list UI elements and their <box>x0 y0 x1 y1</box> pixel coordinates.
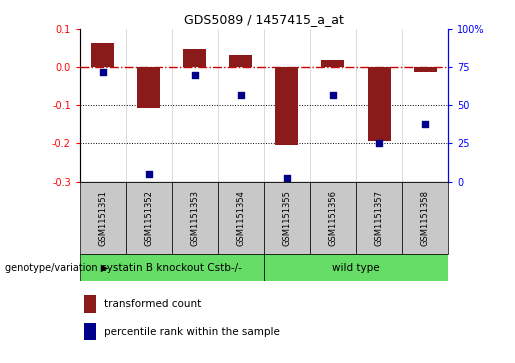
Bar <box>218 182 264 254</box>
Bar <box>183 49 207 67</box>
Bar <box>83 323 96 340</box>
Bar <box>138 67 160 108</box>
Bar <box>402 182 448 254</box>
Point <box>145 171 153 177</box>
Text: GSM1151357: GSM1151357 <box>374 190 384 246</box>
Text: wild type: wild type <box>332 263 380 273</box>
Point <box>283 176 291 182</box>
Bar <box>80 182 126 254</box>
Bar <box>310 182 356 254</box>
Text: GSM1151353: GSM1151353 <box>191 190 199 246</box>
Bar <box>368 67 390 142</box>
Text: GSM1151356: GSM1151356 <box>329 190 337 246</box>
Text: GSM1151354: GSM1151354 <box>236 190 246 246</box>
Bar <box>126 182 172 254</box>
Text: GSM1151351: GSM1151351 <box>98 190 107 246</box>
Point <box>329 92 337 98</box>
Text: cystatin B knockout Cstb-/-: cystatin B knockout Cstb-/- <box>101 263 243 273</box>
Bar <box>276 67 299 145</box>
Text: genotype/variation ▶: genotype/variation ▶ <box>5 263 108 273</box>
Text: GSM1151358: GSM1151358 <box>421 190 430 246</box>
Bar <box>91 43 114 67</box>
Bar <box>229 54 252 67</box>
Point <box>421 121 429 126</box>
Bar <box>321 60 345 67</box>
Bar <box>80 254 264 281</box>
Point <box>191 72 199 78</box>
Text: transformed count: transformed count <box>104 299 201 309</box>
Point <box>375 140 383 146</box>
Point <box>237 92 245 98</box>
Text: GSM1151352: GSM1151352 <box>144 190 153 246</box>
Bar <box>83 295 96 313</box>
Bar <box>264 254 448 281</box>
Bar <box>172 182 218 254</box>
Bar <box>414 67 437 72</box>
Bar <box>356 182 402 254</box>
Text: percentile rank within the sample: percentile rank within the sample <box>104 327 280 337</box>
Point <box>99 69 107 75</box>
Title: GDS5089 / 1457415_a_at: GDS5089 / 1457415_a_at <box>184 13 344 26</box>
Bar <box>264 182 310 254</box>
Text: GSM1151355: GSM1151355 <box>282 190 291 246</box>
